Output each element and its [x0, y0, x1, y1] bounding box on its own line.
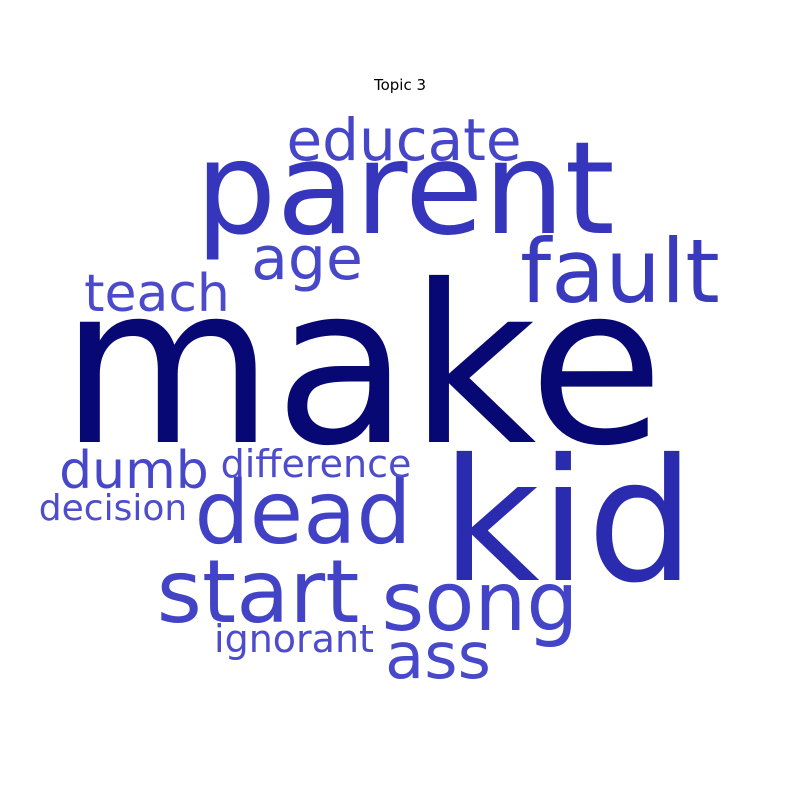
- word-dead: dead: [194, 462, 411, 564]
- word-parent: parent: [195, 115, 615, 264]
- word-kid: kid: [441, 423, 695, 621]
- word-educate: educate: [286, 106, 521, 174]
- word-difference: difference: [221, 442, 412, 486]
- word-fault: fault: [520, 220, 720, 323]
- word-dumb: dumb: [59, 441, 209, 501]
- chart-title: Topic 3: [373, 76, 427, 94]
- word-ignorant: ignorant: [214, 617, 374, 661]
- word-ass: ass: [385, 620, 491, 694]
- word-start: start: [157, 541, 360, 643]
- word-make: make: [60, 238, 664, 494]
- word-song: song: [382, 555, 579, 650]
- word-teach: teach: [84, 264, 230, 324]
- word-age: age: [251, 224, 363, 294]
- word-decision: decision: [39, 488, 187, 529]
